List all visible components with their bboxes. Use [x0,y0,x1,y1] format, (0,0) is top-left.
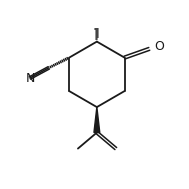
Text: O: O [154,40,164,53]
Polygon shape [94,107,100,132]
Text: N: N [26,72,35,85]
